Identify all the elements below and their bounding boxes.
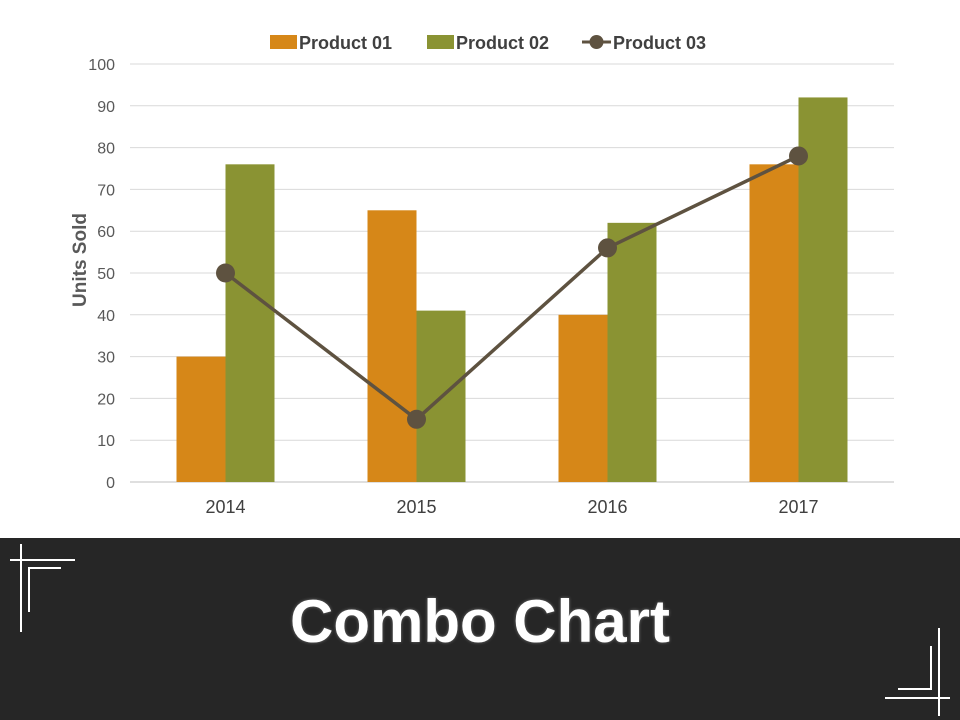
y-tick-label: 100 <box>88 57 115 74</box>
bar-product-01 <box>367 210 417 483</box>
y-axis-label: Units Sold <box>70 213 91 307</box>
bar-product-01 <box>749 164 799 482</box>
bar-product-02 <box>607 222 657 482</box>
y-tick-label: 0 <box>106 475 115 492</box>
point-product-03 <box>789 146 808 166</box>
bar-product-02 <box>798 97 848 482</box>
legend-label: Product 02 <box>456 33 549 53</box>
y-tick-label: 70 <box>97 182 115 199</box>
y-tick-label: 30 <box>97 350 115 367</box>
legend-swatch <box>427 35 454 49</box>
y-tick-label: 20 <box>97 391 115 408</box>
corner-decoration-bottom-right <box>938 628 940 716</box>
line-series <box>216 146 808 429</box>
point-product-03 <box>598 238 617 258</box>
corner-decoration-bottom-right <box>885 697 950 699</box>
x-tick-label: 2016 <box>587 497 627 517</box>
y-tick-label: 40 <box>97 308 115 325</box>
corner-decoration-top-left <box>28 567 30 612</box>
legend-marker <box>589 35 604 49</box>
title-banner: Combo Chart <box>0 538 960 720</box>
y-tick-label: 80 <box>97 141 115 158</box>
line-product-03 <box>224 154 800 422</box>
bar-product-01 <box>558 314 608 482</box>
y-tick-label: 10 <box>97 433 115 450</box>
y-tick-label: 50 <box>97 266 115 283</box>
x-tick-label: 2015 <box>396 497 436 517</box>
x-tick-label: 2014 <box>205 497 245 517</box>
bars <box>176 97 848 483</box>
bar-product-02 <box>225 164 275 482</box>
x-axis-ticks: 2014 2015 2016 2017 <box>205 497 818 517</box>
corner-decoration-top-left <box>10 559 75 561</box>
y-tick-label: 60 <box>97 224 115 241</box>
corner-decoration-top-left <box>28 567 61 569</box>
point-product-03 <box>407 409 426 429</box>
point-product-03 <box>216 263 235 283</box>
legend-label: Product 03 <box>613 33 706 53</box>
legend: Product 01 Product 02 Product 03 <box>270 33 706 53</box>
corner-decoration-bottom-right <box>930 646 932 690</box>
corner-decoration-top-left <box>20 544 22 632</box>
x-tick-label: 2017 <box>778 497 818 517</box>
page-title: Combo Chart <box>290 587 670 655</box>
corner-decoration-bottom-right <box>898 688 931 690</box>
chart-area: 0 10 20 30 40 50 60 70 80 90 100 2014 2015 2016 2017 … <box>70 33 894 517</box>
y-axis-ticks: 0 10 20 30 40 50 60 70 80 90 100 <box>88 57 115 492</box>
legend-label: Product 01 <box>299 33 392 53</box>
y-tick-label: 90 <box>97 99 115 116</box>
bar-product-01 <box>176 356 226 482</box>
legend-swatch <box>270 35 297 49</box>
